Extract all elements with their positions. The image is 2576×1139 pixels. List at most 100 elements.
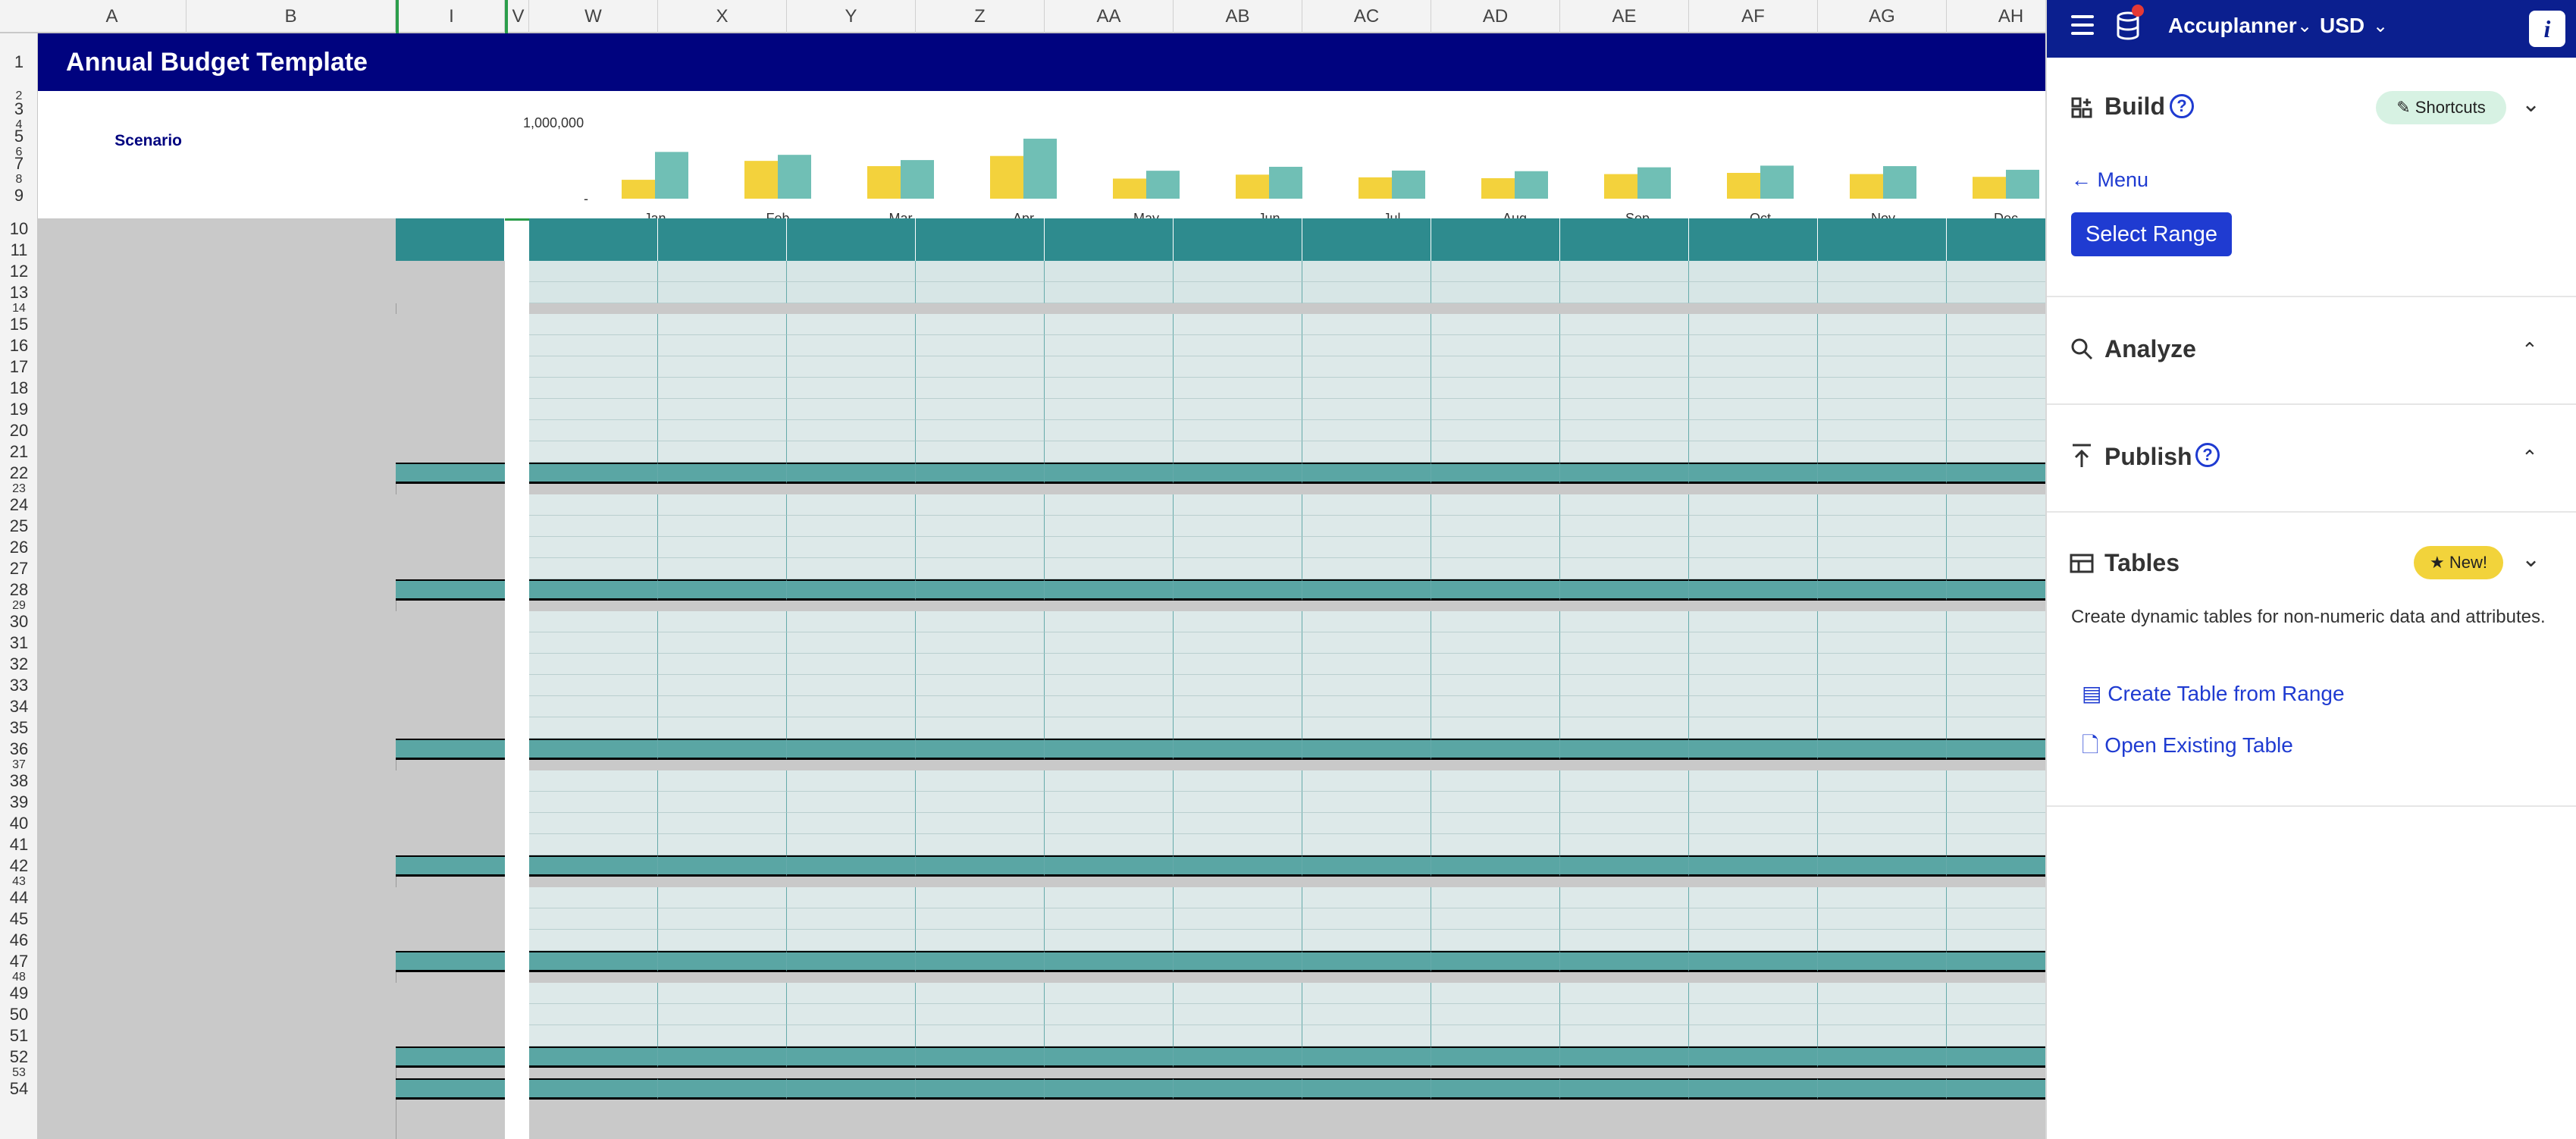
scenario-header[interactable] [787, 218, 916, 240]
month-value[interactable] [1302, 1004, 1431, 1025]
month-value[interactable] [1045, 675, 1174, 696]
line-label[interactable] [38, 261, 396, 282]
actual-value[interactable] [396, 399, 505, 420]
month-value[interactable] [787, 378, 916, 399]
line-label[interactable] [38, 632, 396, 654]
month-value[interactable] [1818, 908, 1947, 930]
month-value[interactable] [1431, 930, 1560, 951]
month-value[interactable] [787, 887, 916, 908]
month-value[interactable] [529, 930, 658, 951]
month-value[interactable] [1431, 675, 1560, 696]
month-value[interactable] [787, 717, 916, 739]
month-value[interactable] [1302, 834, 1431, 855]
month-value[interactable] [1045, 770, 1174, 792]
month-value[interactable] [1689, 930, 1818, 951]
month-value[interactable] [787, 632, 916, 654]
row-header[interactable]: 51 [9, 1026, 29, 1045]
line-label[interactable] [38, 983, 396, 1004]
month-value[interactable] [658, 579, 787, 601]
month-value[interactable] [658, 537, 787, 558]
scenario-header[interactable] [529, 218, 658, 240]
month-value[interactable] [1302, 792, 1431, 813]
month-value[interactable] [1689, 983, 1818, 1004]
month-value[interactable] [1947, 261, 2045, 282]
month-value[interactable] [916, 739, 1045, 760]
month-value[interactable] [1689, 792, 1818, 813]
actual-value[interactable] [396, 675, 505, 696]
month-value[interactable] [916, 951, 1045, 972]
param-label[interactable] [38, 99, 182, 120]
row-header[interactable]: 3 [14, 99, 24, 118]
month-value[interactable] [1560, 792, 1689, 813]
month-value[interactable] [1560, 378, 1689, 399]
actual-value[interactable] [396, 463, 505, 484]
month-value[interactable] [1689, 558, 1818, 579]
month-value[interactable] [916, 399, 1045, 420]
month-value[interactable] [1947, 739, 2045, 760]
month-value[interactable] [1431, 537, 1560, 558]
month-value[interactable] [1818, 441, 1947, 463]
month-value[interactable] [1689, 1046, 1818, 1068]
month-value[interactable] [1045, 516, 1174, 537]
month-value[interactable] [787, 335, 916, 356]
scenario-header[interactable] [1689, 218, 1818, 240]
month-value[interactable] [916, 579, 1045, 601]
month-value[interactable] [1947, 632, 2045, 654]
month-value[interactable] [1431, 579, 1560, 601]
month-value[interactable] [1818, 611, 1947, 632]
month-value[interactable] [529, 654, 658, 675]
month-value[interactable] [1818, 282, 1947, 303]
month-value[interactable] [1302, 887, 1431, 908]
month-value[interactable] [1302, 314, 1431, 335]
month-value[interactable] [1689, 1025, 1818, 1046]
month-value[interactable] [1431, 983, 1560, 1004]
month-value[interactable] [1560, 1004, 1689, 1025]
month-value[interactable] [1947, 855, 2045, 877]
actual-value[interactable] [396, 654, 505, 675]
param-value[interactable] [186, 153, 396, 174]
menu-link[interactable]: ← Menu [2071, 168, 2148, 192]
month-value[interactable] [1947, 463, 2045, 484]
column-header[interactable]: AG [1818, 0, 1947, 33]
month-value[interactable] [916, 855, 1045, 877]
row-header[interactable]: 5 [14, 127, 24, 146]
row-header[interactable]: 2 [15, 89, 23, 102]
month-value[interactable] [1689, 908, 1818, 930]
month-value[interactable] [658, 855, 787, 877]
month-header[interactable] [1947, 240, 2045, 261]
month-value[interactable] [529, 463, 658, 484]
month-header[interactable] [1174, 240, 1302, 261]
month-value[interactable] [787, 420, 916, 441]
month-value[interactable] [1818, 314, 1947, 335]
month-value[interactable] [1689, 1004, 1818, 1025]
month-value[interactable] [1431, 420, 1560, 441]
month-value[interactable] [1818, 463, 1947, 484]
month-value[interactable] [1818, 654, 1947, 675]
month-value[interactable] [658, 494, 787, 516]
month-value[interactable] [658, 463, 787, 484]
month-value[interactable] [1818, 983, 1947, 1004]
month-value[interactable] [1947, 908, 2045, 930]
month-value[interactable] [1045, 441, 1174, 463]
month-value[interactable] [529, 1025, 658, 1046]
month-value[interactable] [1818, 1004, 1947, 1025]
month-value[interactable] [1431, 282, 1560, 303]
month-value[interactable] [916, 441, 1045, 463]
month-value[interactable] [1045, 887, 1174, 908]
month-value[interactable] [1560, 537, 1689, 558]
row-header[interactable]: 14 [12, 302, 26, 315]
month-value[interactable] [916, 930, 1045, 951]
month-value[interactable] [658, 696, 787, 717]
month-value[interactable] [1174, 834, 1302, 855]
month-value[interactable] [1689, 399, 1818, 420]
month-value[interactable] [1689, 951, 1818, 972]
month-value[interactable] [529, 335, 658, 356]
month-value[interactable] [1689, 632, 1818, 654]
month-value[interactable] [529, 579, 658, 601]
month-value[interactable] [1174, 516, 1302, 537]
month-value[interactable] [1818, 399, 1947, 420]
month-value[interactable] [1045, 611, 1174, 632]
row-header[interactable]: 49 [9, 984, 29, 1003]
month-header[interactable] [1302, 240, 1431, 261]
actual-value[interactable] [396, 813, 505, 834]
